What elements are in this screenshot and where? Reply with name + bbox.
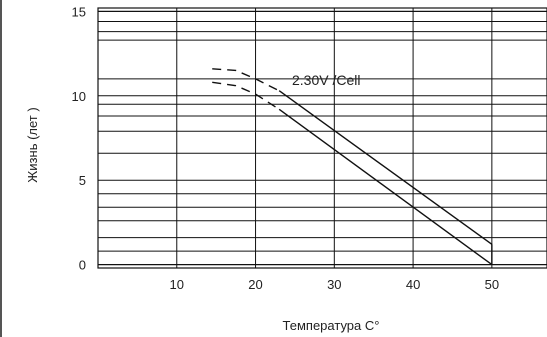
x-axis-tick-labels: 10 20 30 40 50 [170,277,500,292]
y-tick-label-5: 5 [79,173,86,188]
plot-frame [97,7,547,269]
series-label: 2.30V /Cell [292,72,360,88]
y-tick-label-0: 0 [79,258,86,273]
series-upper-dashed [212,68,280,92]
vertical-grid-lines [176,8,493,268]
x-tick-label-40: 40 [406,277,420,292]
series-layer [212,68,493,266]
x-tick-label-10: 10 [170,277,184,292]
x-tick-label-30: 30 [327,277,341,292]
y-tick-label-15: 15 [72,4,86,19]
page-left-border [0,0,2,337]
y-axis-tick-labels: 0 5 10 15 [72,4,86,272]
series-lower-solid [278,108,493,266]
x-tick-label-20: 20 [248,277,262,292]
horizontal-grid-lines [98,10,547,266]
y-axis-label: Жизнь (лет ) [25,107,40,182]
x-tick-label-50: 50 [485,277,499,292]
y-tick-label-10: 10 [72,89,86,104]
x-axis-label: Температура C° [283,318,380,333]
series-upper-solid [278,90,493,245]
series-lower-dashed [212,81,280,110]
